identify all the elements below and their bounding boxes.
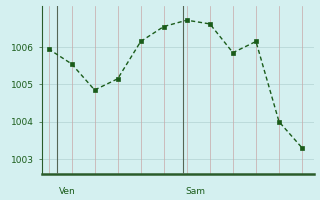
- Text: Sam: Sam: [186, 187, 206, 196]
- Text: Ven: Ven: [59, 187, 76, 196]
